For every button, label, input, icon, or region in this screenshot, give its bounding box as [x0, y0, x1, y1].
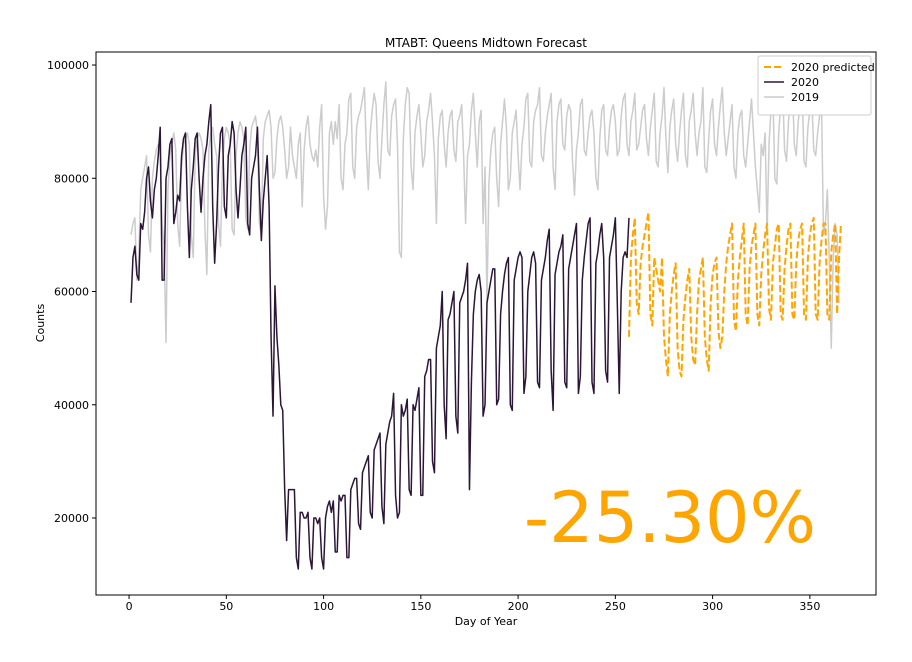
series-line — [130, 81, 840, 349]
legend-label: 2020 predicted — [791, 61, 875, 74]
y-tick-label: 60000 — [54, 286, 89, 299]
legend-label: 2020 — [791, 76, 819, 89]
series-line — [130, 103, 630, 570]
legend-label: 2019 — [791, 91, 819, 104]
x-tick-label: 0 — [126, 600, 133, 613]
legend-box — [757, 55, 872, 116]
x-tick-label: 300 — [702, 600, 723, 613]
y-tick-label: 80000 — [54, 172, 89, 185]
y-tick-label: 20000 — [54, 512, 89, 525]
y-axis-label: Counts — [34, 304, 47, 343]
annotation: -25.30% — [524, 477, 816, 559]
x-axis-label: Day of Year — [455, 615, 518, 628]
chart-title: MTABT: Queens Midtown Forecast — [385, 36, 587, 50]
x-tick-label: 100 — [313, 600, 334, 613]
x-tick-label: 250 — [605, 600, 626, 613]
y-tick-label: 100000 — [47, 59, 89, 72]
y-tick-label: 40000 — [54, 399, 89, 412]
x-tick-label: 50 — [219, 600, 233, 613]
series-line — [627, 211, 842, 378]
x-tick-label: 200 — [508, 600, 529, 613]
x-tick-label: 150 — [410, 600, 431, 613]
plot-frame — [95, 51, 877, 596]
x-tick-label: 350 — [799, 600, 820, 613]
